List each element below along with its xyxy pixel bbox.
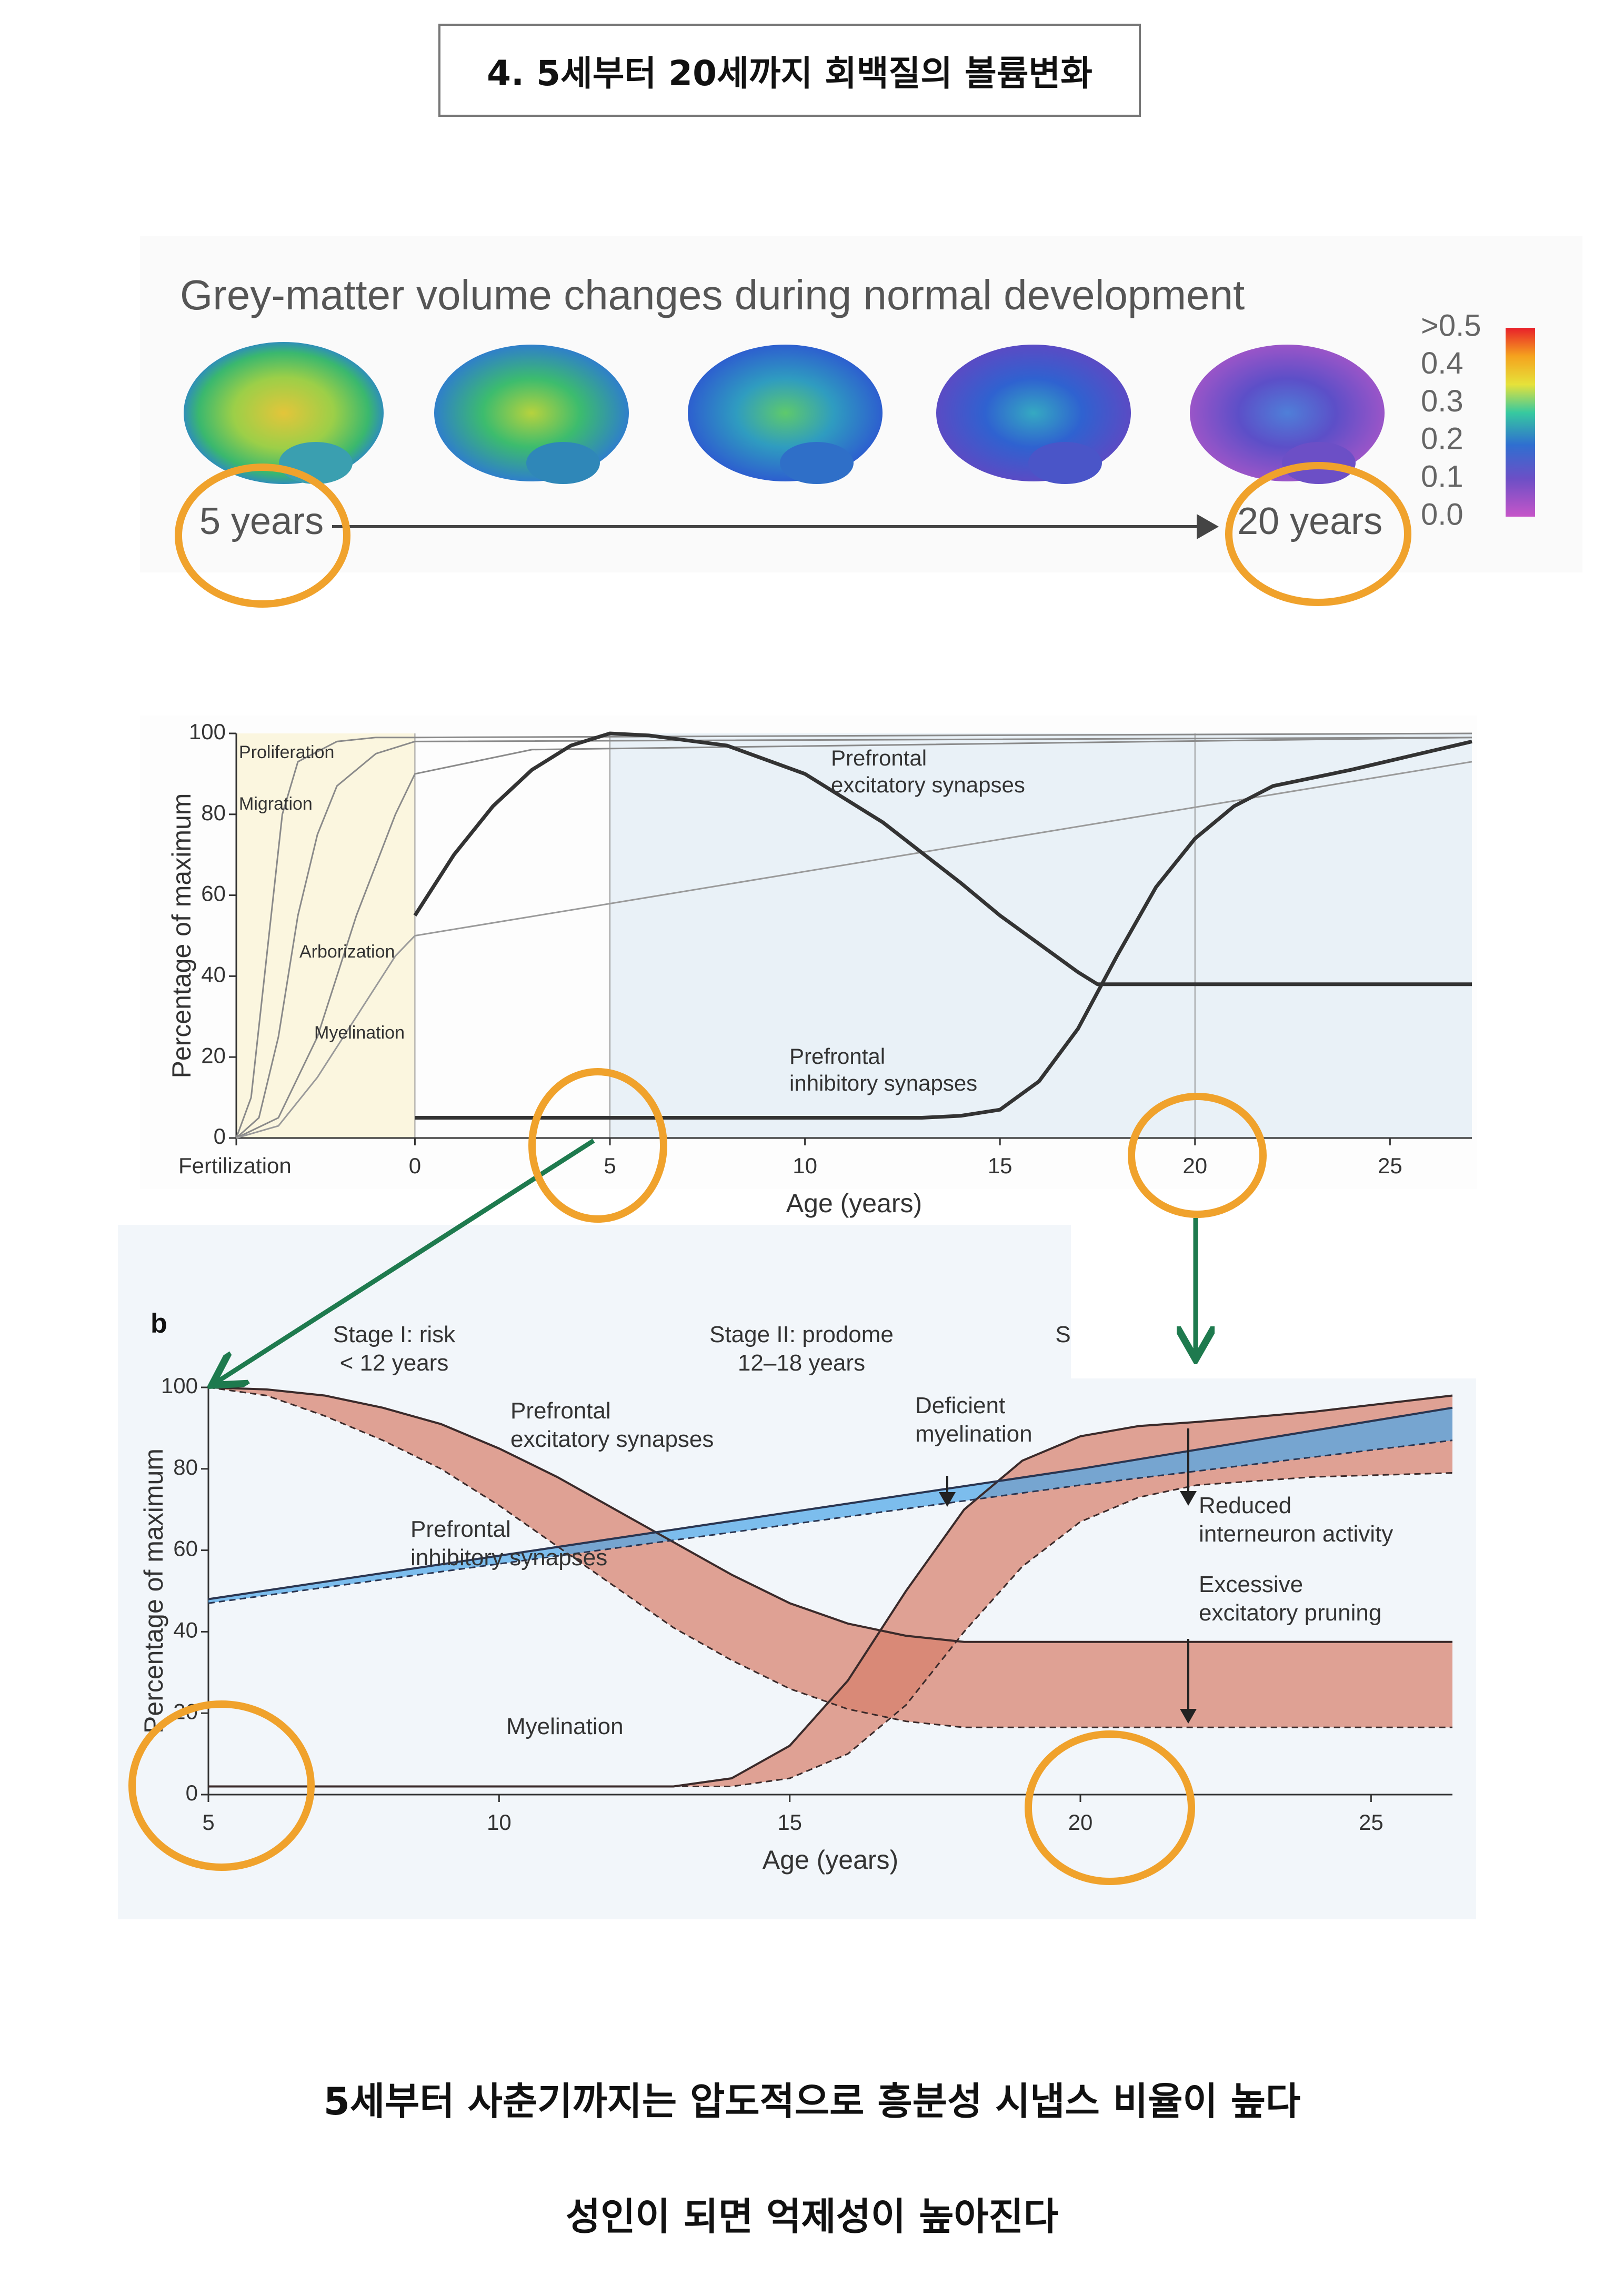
x-tick-label: 5 [604,1153,616,1178]
series-line [208,1386,1452,1643]
band-fill [208,1407,1452,1604]
series-line [413,731,1472,986]
x-axis-label: Age (years) [763,1845,898,1875]
y-tick-label: 0 [214,1124,226,1149]
start-label: 5 years [199,500,324,542]
series-label: Prefrontal inhibitory synapses [789,1044,978,1096]
x-tick-label: 15 [988,1153,1013,1178]
panel-label: b [151,1308,167,1339]
series-label: Arborization [299,942,395,962]
figure-title: Grey-matter volume changes during normal… [180,271,1245,318]
hand-annotations [128,462,1411,1885]
y-tick-label: 100 [161,1373,198,1398]
series-line [236,737,1472,1139]
x-tick-label: 20 [1068,1810,1093,1835]
stage-label: Stage II: prodome 12–18 years [709,1322,894,1376]
annotation: Deficient myelination [915,1393,1032,1447]
series-label: Prefrontal excitatory synapses [831,746,1025,798]
end-label: 20 years [1237,500,1382,542]
series-label: Prefrontal excitatory synapses [510,1398,714,1452]
colorbar-label: 0.0 [1421,497,1463,531]
deficient-line [208,1472,1453,1788]
x-tick-label: 20 [1182,1153,1207,1178]
y-tick-label: 60 [173,1536,198,1561]
stage-label: Stage I: risk < 12 years [333,1322,456,1376]
x-tick-label: 10 [793,1153,817,1178]
x-tick-label: 10 [487,1810,512,1835]
colorbar-label: >0.5 [1421,308,1481,343]
series-label: Proliferation [239,742,335,762]
deficient-line [208,1439,1453,1604]
series-label: Myelination [314,1023,405,1043]
x-tick-label: 5 [202,1810,214,1835]
colorbar [1506,328,1535,517]
series-line [208,1406,1453,1600]
annotation: Reduced interneuron activity [1199,1493,1394,1547]
series-line [235,732,1472,1139]
x-tick-label: Fertilization [178,1153,292,1178]
colorbar-label: 0.3 [1421,384,1463,418]
series-line [415,739,1472,1120]
y-tick-label: 40 [201,962,226,986]
series-line [236,761,1472,1139]
x-tick-label: 0 [409,1153,421,1178]
colorbar-label: 0.2 [1421,422,1463,456]
series-line [208,1394,1453,1788]
caption: 성인이 되면 억제성이 높아진다 [565,2194,1059,2239]
y-tick-label: 0 [186,1780,198,1805]
annotation: Excessive excitatory pruning [1199,1572,1382,1626]
y-tick-label: 80 [201,800,226,825]
series-line [235,737,1472,1139]
y-axis-label: Percentage of maximum [167,793,196,1079]
y-axis-label: Percentage of maximum [139,1448,168,1734]
series-label: Prefrontal inhibitory synapses [410,1516,608,1570]
y-tick-label: 60 [201,881,226,906]
x-tick-label: 15 [777,1810,802,1835]
y-tick-label: 80 [173,1455,198,1479]
series-label: Migration [239,794,313,814]
caption: 5세부터 사춘기까지는 압도적으로 흥분성 시냅스 비율이 높다 [323,2079,1301,2123]
y-tick-label: 20 [201,1043,226,1068]
header-title: 4. 5세부터 20세까지 회백질의 볼륨변화 [438,24,1141,117]
y-tick-label: 40 [173,1617,198,1642]
band-fill [208,1395,1452,1787]
y-tick-label: 100 [189,719,226,744]
prenatal-shade [236,733,415,1138]
series-label: Myelination [506,1714,624,1739]
deficient-line [208,1386,1452,1728]
x-tick-label: 25 [1378,1153,1402,1178]
x-tick-label: 25 [1359,1810,1384,1835]
colorbar-label: 0.4 [1421,346,1463,380]
colorbar-label: 0.1 [1421,460,1463,494]
hand-arrow [216,1139,595,1383]
cover [1071,1200,1481,1378]
brains [184,342,1385,484]
postnatal-shade [610,733,1472,1138]
x-axis-label: Age (years) [786,1189,922,1218]
stage-label: S [1055,1322,1071,1347]
